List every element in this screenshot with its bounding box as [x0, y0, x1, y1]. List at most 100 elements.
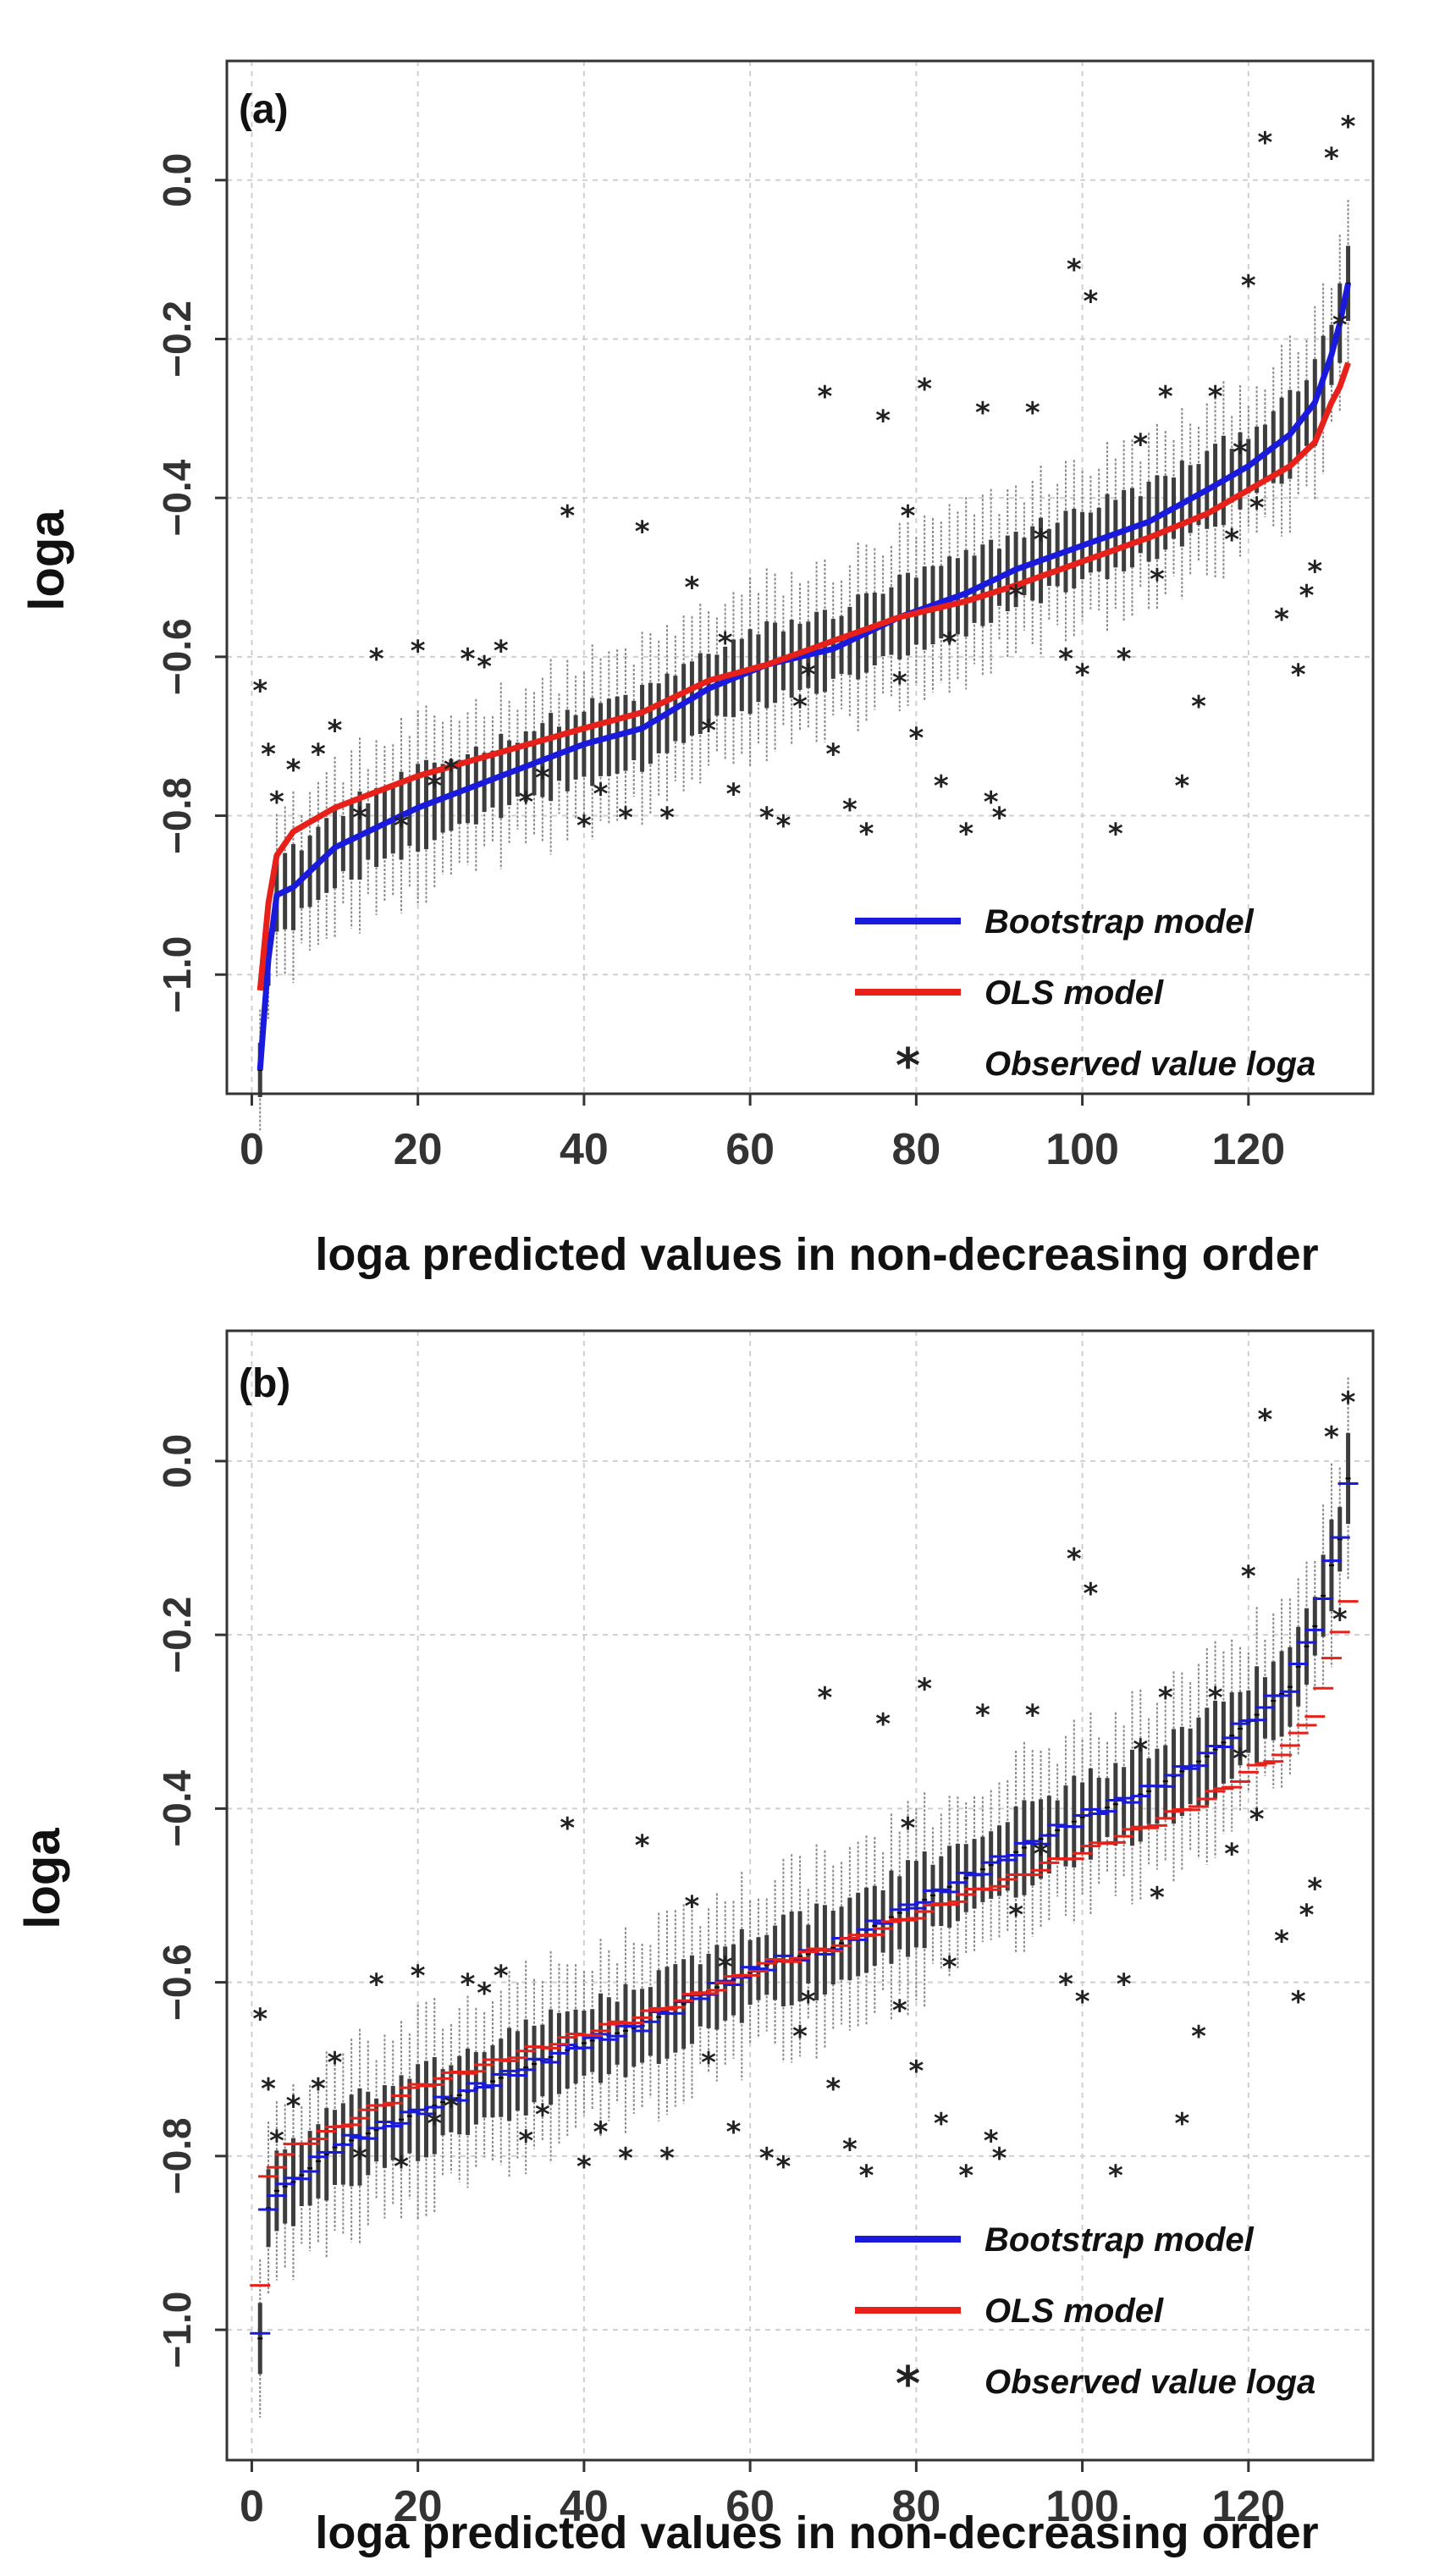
observed-point: *	[252, 674, 267, 708]
y-tick-label: −0.8	[155, 2117, 199, 2194]
observed-point: *	[444, 2089, 459, 2123]
observed-point: *	[917, 1673, 932, 1707]
observed-point: *	[1117, 1968, 1132, 2002]
observed-point: *	[328, 2046, 343, 2080]
x-tick-label: 80	[891, 1125, 940, 1174]
y-tick-label: 0.0	[155, 1434, 199, 1488]
observed-point: *	[1133, 1734, 1148, 1768]
y-axis: −1.0 −0.8 −0.6 −0.4 −0.2 0.0	[155, 1434, 227, 2368]
observed-point: *	[394, 2150, 409, 2184]
observed-point: *	[1241, 269, 1256, 303]
observed-point: *	[411, 1959, 426, 1993]
x-tick-label: 20	[394, 2482, 443, 2531]
observed-point: *	[635, 1829, 650, 1862]
observed-point: *	[718, 626, 733, 660]
observed-point: *	[1075, 659, 1090, 692]
observed-point: *	[1249, 492, 1265, 526]
observed-point: *	[1133, 428, 1148, 461]
x-tick-label: 80	[891, 2482, 940, 2531]
observed-point: *	[1008, 1899, 1023, 1933]
observed-point: *	[1324, 142, 1339, 176]
observed-point: *	[825, 2072, 841, 2106]
observed-point: *	[1191, 690, 1206, 724]
observed-point: *	[1150, 563, 1165, 597]
observed-point: *	[818, 380, 833, 414]
observed-point: *	[792, 2020, 808, 2054]
observed-point: *	[801, 659, 816, 692]
x-tick-label: 100	[1045, 1125, 1119, 1174]
observed-point: *	[875, 404, 891, 438]
y-axis: −1.0 −0.8 −0.6 −0.4 −0.2 0.0	[155, 153, 227, 1013]
observed-point: *	[477, 650, 492, 684]
observed-point: *	[352, 802, 367, 836]
observed-point: *	[958, 817, 973, 851]
observed-point: *	[1307, 1873, 1322, 1906]
observed-point: *	[908, 722, 924, 756]
observed-point: *	[411, 634, 426, 668]
y-tick-label: −0.6	[155, 1944, 199, 2021]
observed-point: *	[518, 786, 533, 819]
legend-label: OLS model	[984, 974, 1164, 1012]
observed-point: *	[1233, 1742, 1248, 1776]
observed-point: *	[726, 2116, 742, 2149]
observed-point: *	[1058, 1968, 1073, 2002]
x-tick-label: 20	[394, 1125, 443, 1174]
observed-point: *	[1233, 436, 1248, 470]
y-tick-label: −0.4	[155, 1770, 199, 1847]
observed-point: *	[369, 643, 384, 676]
plot-frame	[225, 1329, 1375, 2462]
observed-point: *	[1191, 2020, 1206, 2054]
legend-label: Observed value loga	[984, 2364, 1315, 2401]
observed-point: *	[892, 1994, 907, 2028]
x-axis: 0 20 40 60 80 100 120	[240, 2460, 1285, 2531]
observed-point: *	[1174, 2107, 1189, 2141]
observed-point: *	[942, 1950, 957, 1984]
observed-point: *	[535, 762, 550, 796]
observed-point: *	[369, 1968, 384, 2002]
legend-label: OLS model	[984, 2292, 1164, 2330]
legend-label: Bootstrap model	[984, 903, 1255, 941]
observed-point: *	[892, 666, 907, 700]
observed-point: *	[593, 777, 609, 811]
x-axis-title: loga predicted values in non-decreasing …	[315, 2508, 1318, 2558]
observed-point: *	[618, 802, 633, 836]
observed-point: *	[759, 2142, 775, 2176]
observed-point: *	[635, 516, 650, 549]
y-tick-label: −0.8	[155, 777, 199, 854]
observed-point: *	[286, 2089, 301, 2123]
observed-point: *	[1224, 1838, 1239, 1872]
observed-point: *	[1341, 1386, 1356, 1420]
observed-point: *	[560, 1812, 575, 1846]
observed-point: *	[1158, 380, 1173, 414]
x-tick-label: 0	[240, 2482, 264, 2531]
observed-point: *	[1332, 309, 1348, 343]
observed-point: *	[1274, 1924, 1289, 1958]
observed-point: *	[1208, 1681, 1223, 1715]
observed-point: *	[576, 2150, 592, 2184]
observed-point: *	[269, 786, 284, 819]
observed-point: *	[685, 571, 700, 604]
observed-point: *	[775, 809, 791, 843]
observed-point: *	[311, 737, 326, 771]
x-axis: 0 20 40 60 80 100 120	[240, 1094, 1285, 1174]
observed-point: *	[701, 714, 716, 748]
x-tick-label: 40	[560, 2482, 609, 2531]
series-ols-model	[250, 1600, 1359, 2287]
observed-point: *	[252, 2003, 267, 2037]
y-tick-label: −1.0	[155, 936, 199, 1013]
observed-point: *	[1274, 603, 1289, 637]
series-bootstrap-model	[250, 1481, 1359, 2335]
observed-point: *	[901, 499, 916, 533]
observed-point: *	[1025, 396, 1040, 430]
observed-point: *	[1008, 579, 1023, 613]
observed-points: * * * * * * * * * * * * * * * * * * * * * * * * * * * * * * * * * * * * * * * *…	[252, 110, 1355, 851]
panel-b: ************* *************** ************…	[15, 1329, 1375, 2558]
series-line	[256, 283, 1352, 1071]
panel-a: * * * * * * * * * * * * * * * * * * * * * * * * * * * * * * * * * * * * * * * *…	[19, 59, 1375, 1280]
observed-point: *	[269, 2124, 284, 2158]
observed-point: *	[618, 2142, 633, 2176]
x-tick-label: 40	[560, 1125, 609, 1174]
observed-point: *	[261, 2072, 276, 2106]
legend-swatch: *	[896, 1039, 920, 1094]
plot-frame	[225, 59, 1375, 1095]
